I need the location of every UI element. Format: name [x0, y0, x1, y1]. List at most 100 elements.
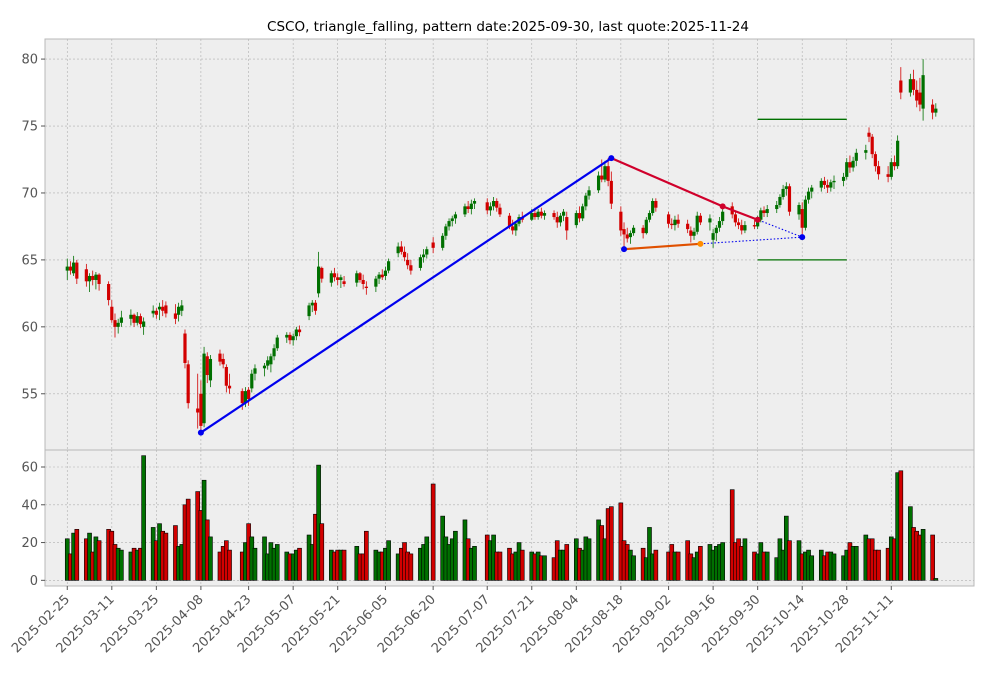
candle-body: [600, 175, 604, 180]
candle-body: [275, 337, 279, 349]
volume-bar: [227, 549, 232, 581]
candle-body: [511, 226, 515, 231]
candle-body: [262, 365, 267, 369]
candle-body: [606, 166, 610, 181]
candle-body: [867, 132, 871, 137]
candle-body: [762, 210, 766, 214]
candle-body: [654, 200, 658, 208]
candle-body: [622, 229, 626, 235]
candle-body: [161, 306, 165, 311]
volume-bar: [185, 498, 191, 581]
candle-body: [84, 269, 88, 282]
candle-body: [851, 160, 855, 168]
candle-body: [829, 182, 833, 188]
candle-body: [151, 310, 155, 314]
volume-bar: [141, 455, 146, 581]
candle-body: [75, 262, 79, 279]
candle-body: [444, 226, 448, 236]
candle-body: [339, 277, 343, 280]
candle-body: [243, 391, 248, 404]
candle-body: [399, 246, 403, 252]
impulse-trendline: [200, 157, 612, 434]
candle-body: [778, 196, 782, 206]
lower-trendline: [623, 242, 701, 251]
volume-bar: [787, 540, 792, 581]
candle-body: [240, 391, 244, 404]
price-tick-label: 70: [21, 186, 38, 201]
candle-body: [380, 274, 384, 278]
candle-body: [94, 274, 98, 280]
candle-body: [183, 333, 187, 363]
candle-body: [472, 200, 477, 204]
candle-body: [845, 162, 849, 177]
candle-body: [692, 231, 696, 236]
candle-body: [717, 221, 722, 228]
candle-body: [291, 336, 295, 341]
candle-body: [355, 273, 359, 283]
candle-body: [377, 274, 381, 279]
candle-body: [918, 92, 922, 105]
candle-body: [565, 217, 569, 231]
candle-body: [453, 214, 458, 219]
candle-body: [743, 225, 747, 231]
volume-bar: [297, 547, 302, 581]
volume-tick-label: 40: [21, 498, 38, 513]
candle-body: [466, 206, 470, 210]
volume-bar: [930, 534, 935, 581]
candle-body: [132, 314, 136, 323]
chart-title: CSCO, triangle_falling, pattern date:202…: [267, 19, 749, 35]
candle-body: [294, 329, 298, 337]
candle-body: [756, 219, 760, 227]
volume-panel: 0 20 40 60: [21, 449, 975, 589]
candle-body: [266, 360, 270, 366]
candle-body: [870, 136, 874, 155]
volume-bar: [564, 544, 570, 581]
candle-body: [832, 180, 836, 183]
candle-body: [495, 200, 499, 208]
candle-body: [224, 366, 228, 386]
volume-bar: [764, 551, 770, 581]
volume-bar: [653, 549, 659, 581]
candle-body: [253, 368, 257, 374]
volume-bar: [631, 555, 636, 581]
candle-body: [787, 186, 792, 212]
candle-body: [892, 162, 897, 167]
volume-bar: [274, 544, 280, 581]
volume-bar: [586, 538, 592, 581]
candle-body: [72, 262, 76, 274]
candle-body: [806, 191, 811, 200]
candle-body: [431, 242, 435, 248]
candle-body: [288, 334, 292, 341]
candle-body: [269, 356, 273, 365]
candle-body: [107, 283, 111, 301]
candle-body: [208, 358, 213, 381]
candle-body: [110, 306, 114, 321]
candle-body: [507, 215, 512, 227]
candle-body: [873, 154, 877, 167]
candle-body: [609, 180, 613, 204]
candle-body: [227, 385, 232, 389]
candle-body: [686, 223, 690, 230]
volume-bar: [675, 551, 681, 581]
candle-body: [822, 180, 827, 185]
candle-body: [383, 270, 388, 276]
candle-body: [329, 273, 333, 283]
candle-body: [406, 259, 410, 266]
candle-body: [876, 166, 881, 175]
candle-body: [142, 321, 146, 327]
candle-body: [441, 235, 445, 248]
candle-body: [402, 251, 407, 258]
candle-body: [87, 275, 92, 282]
candle-body: [332, 273, 337, 278]
candle-body: [91, 275, 95, 280]
candle-body: [164, 305, 168, 314]
volume-bar: [472, 546, 477, 581]
candle-body: [387, 261, 391, 271]
volume-tick-label: 0: [30, 574, 38, 589]
candle-body: [135, 316, 139, 323]
candle-body: [644, 219, 648, 234]
price-panel: 55 60 65 70 75 80: [21, 38, 975, 454]
candle-body: [587, 190, 591, 196]
candle-body: [908, 79, 912, 93]
